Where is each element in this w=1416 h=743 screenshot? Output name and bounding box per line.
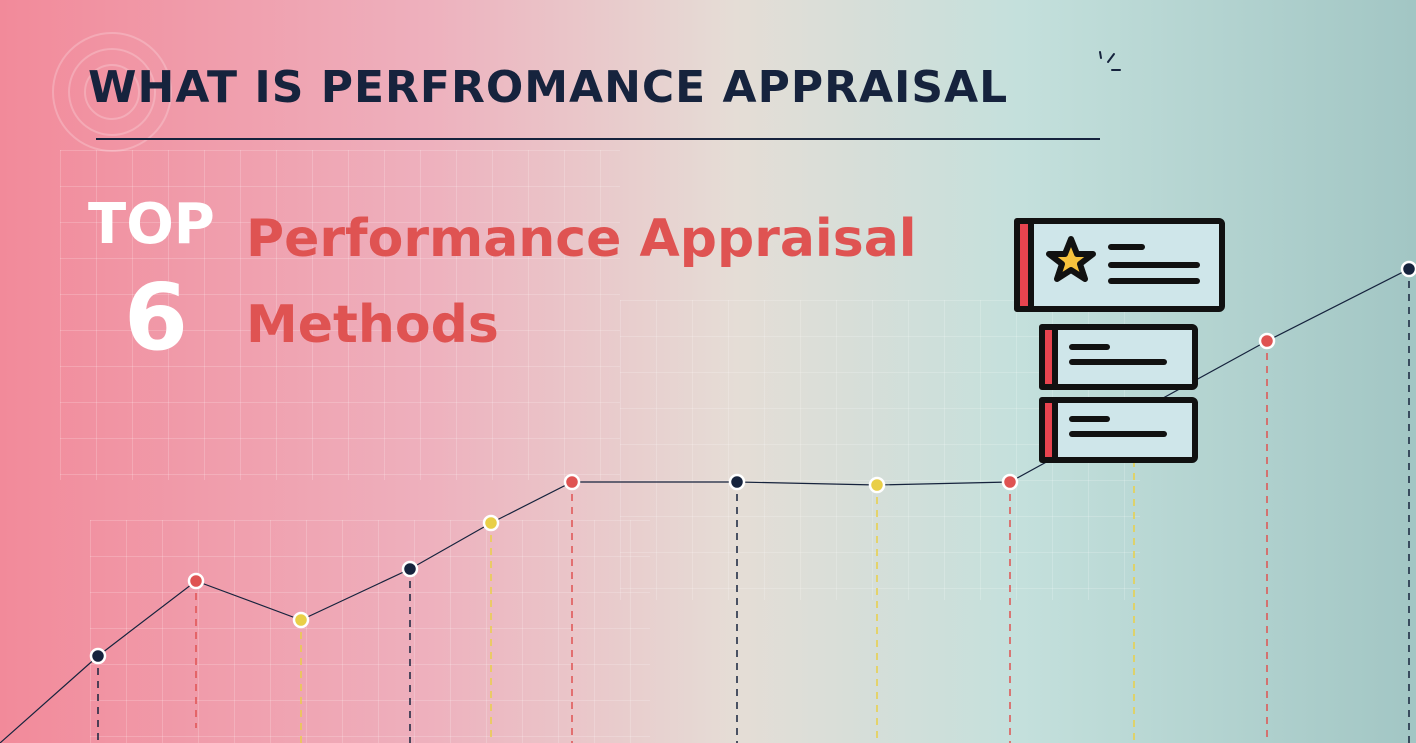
trend-point bbox=[401, 560, 419, 578]
appraisal-card bbox=[1039, 397, 1198, 463]
appraisal-card bbox=[1039, 324, 1198, 390]
background-grid bbox=[60, 150, 620, 480]
star-icon bbox=[1046, 236, 1096, 282]
decorative-ring bbox=[68, 48, 156, 136]
decorative-ring bbox=[84, 64, 140, 120]
trend-points bbox=[89, 260, 1416, 665]
decorative-ring bbox=[52, 32, 172, 152]
trend-point bbox=[187, 572, 205, 590]
title-underline bbox=[96, 138, 1100, 140]
trend-point bbox=[728, 473, 746, 491]
subtitle-line: Methods bbox=[246, 295, 499, 355]
top-label: TOP bbox=[88, 192, 215, 257]
trend-point bbox=[1258, 332, 1276, 350]
trend-point bbox=[292, 611, 310, 629]
appraisal-cards-star-icon bbox=[1014, 218, 1225, 463]
trend-point bbox=[482, 514, 500, 532]
trend-point bbox=[868, 476, 886, 494]
trend-point bbox=[1001, 473, 1019, 491]
sparkle-lines-icon bbox=[1099, 51, 1121, 71]
drop-lines bbox=[97, 281, 1410, 743]
trend-point bbox=[89, 647, 107, 665]
background-grid bbox=[90, 520, 650, 743]
trend-point bbox=[1400, 260, 1416, 278]
subtitle: Performance Appraisal Methods bbox=[246, 196, 1006, 368]
page-title: WHAT IS PERFROMANCE APPRAISAL bbox=[88, 62, 1009, 113]
trend-point bbox=[563, 473, 581, 491]
subtitle-line: Performance Appraisal bbox=[246, 209, 917, 269]
top-number: 6 bbox=[124, 264, 189, 371]
